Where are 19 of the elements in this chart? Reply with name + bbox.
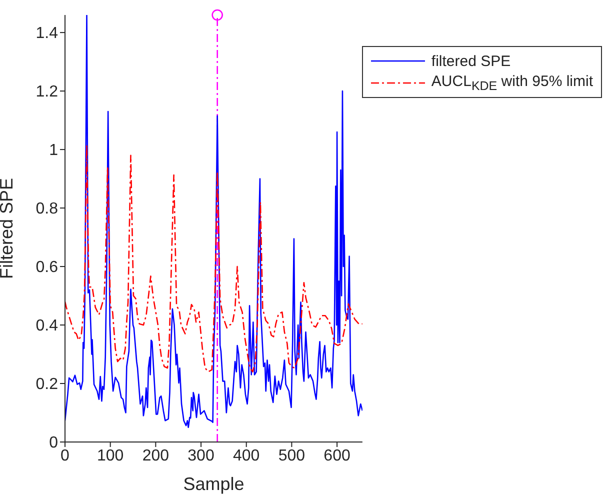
y-tick-label: 0.6	[36, 259, 58, 276]
legend-label: filtered SPE	[431, 52, 511, 70]
y-tick-label: 0.8	[36, 200, 58, 218]
legend-label: AUCL$_{KDE}$ with 95% limit	[431, 73, 593, 93]
x-tick-label: 500	[278, 447, 306, 464]
y-tick-label: 0.4	[36, 318, 58, 335]
y-tick-label: 0	[49, 434, 58, 452]
x-tick-label: 400	[233, 447, 260, 464]
y-tick-label: 0.2	[36, 376, 58, 394]
x-tick-label: 100	[96, 447, 124, 464]
x-tick-label: 300	[188, 447, 214, 464]
x-tick-label: 200	[142, 447, 170, 464]
x-tick-label: 600	[324, 447, 350, 464]
line-series	[65, 15, 362, 428]
y-tick-label: 1.2	[36, 84, 58, 101]
x-tick-label: 0	[60, 447, 70, 464]
x-axis-title: Sample	[183, 474, 244, 494]
y-tick-label: 1.4	[36, 25, 58, 42]
y-tick-label: 1	[49, 142, 58, 160]
